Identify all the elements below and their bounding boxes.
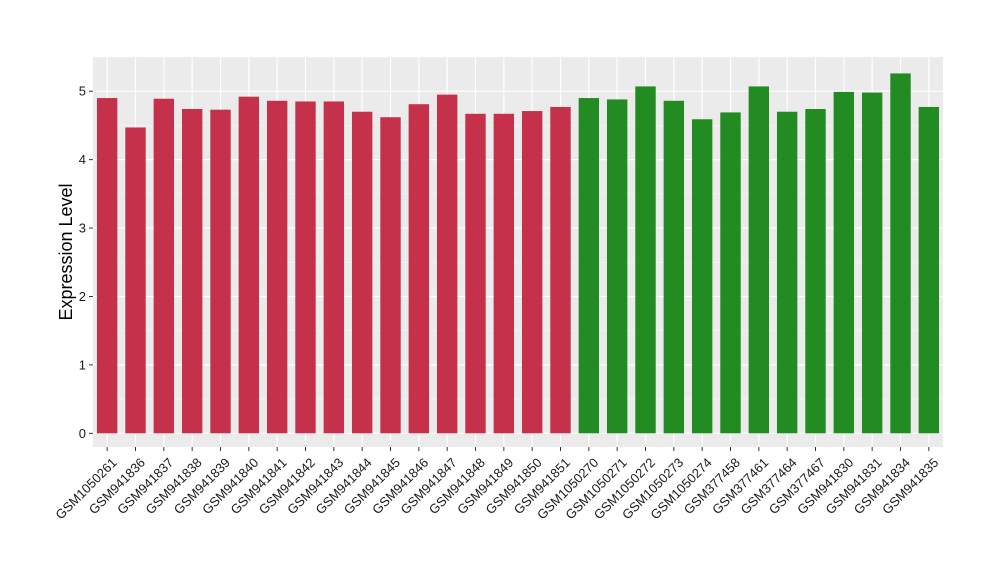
- bar-gsm1050273: [663, 100, 685, 434]
- y-tick-label: 3: [79, 221, 86, 236]
- bar-gsm941839: [210, 109, 231, 434]
- bar-gsm1050274: [691, 119, 713, 434]
- bar-gsm941850: [521, 111, 543, 434]
- bar-gsm1050272: [635, 86, 656, 434]
- bar-gsm941837: [153, 98, 175, 434]
- y-tick-label: 0: [79, 426, 86, 441]
- bar-gsm941841: [266, 100, 288, 434]
- bar-gsm941843: [323, 101, 345, 434]
- y-tick-label: 5: [79, 84, 86, 99]
- bar-gsm941846: [408, 104, 430, 434]
- bar-gsm941840: [238, 96, 260, 434]
- bar-gsm941830: [833, 91, 855, 434]
- bar-gsm377467: [805, 109, 826, 434]
- bar-gsm1050270: [578, 98, 600, 434]
- bar-gsm941831: [861, 92, 883, 434]
- bar-gsm941836: [125, 127, 146, 434]
- bar-gsm941849: [493, 113, 515, 434]
- bar-gsm941834: [890, 73, 911, 434]
- bar-gsm941847: [436, 94, 458, 434]
- bar-gsm941844: [351, 111, 373, 434]
- bar-gsm377458: [720, 112, 741, 434]
- plot-panel: [93, 57, 943, 447]
- y-axis: 0 1 2 3 4 5: [79, 84, 93, 441]
- bar-gsm941842: [295, 101, 316, 434]
- bar-gsm377461: [748, 86, 770, 434]
- y-tick-label: 2: [79, 289, 86, 304]
- bar-gsm941838: [181, 109, 203, 434]
- bar-gsm1050261: [96, 98, 118, 434]
- y-tick-label: 1: [79, 357, 86, 372]
- bars: [96, 73, 940, 434]
- bar-gsm377464: [776, 111, 798, 434]
- bar-gsm941851: [550, 106, 571, 434]
- y-tick-label: 4: [79, 152, 86, 167]
- bar-gsm941845: [380, 117, 401, 434]
- bar-gsm1050271: [606, 99, 628, 434]
- bar-gsm941848: [465, 113, 486, 434]
- x-axis: GSM1050261GSM941836GSM941837GSM941838GSM…: [52, 447, 941, 522]
- y-axis-title: Expression Level: [56, 183, 76, 320]
- bar-gsm941835: [918, 106, 940, 434]
